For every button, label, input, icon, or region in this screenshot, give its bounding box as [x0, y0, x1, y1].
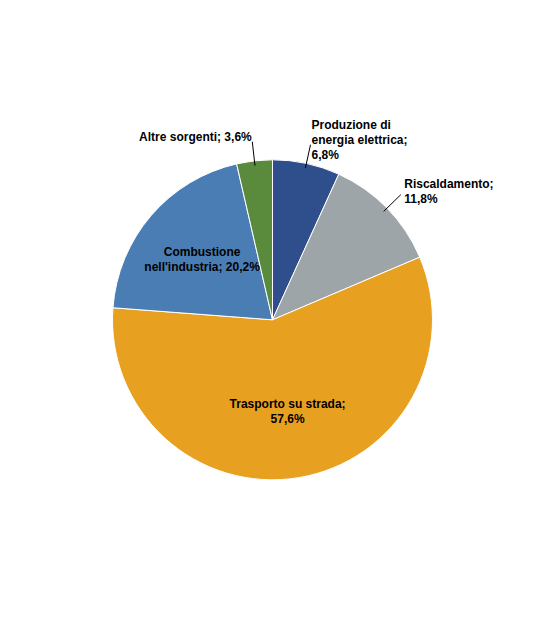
svg-text:Produzione dienergia elettrica: Produzione dienergia elettrica;6,8%: [312, 118, 408, 162]
svg-text:Altre sorgenti; 3,6%: Altre sorgenti; 3,6%: [139, 130, 252, 144]
svg-text:Trasporto su strada;57,6%: Trasporto su strada;57,6%: [230, 397, 346, 426]
svg-text:Combustionenell'industria; 20,: Combustionenell'industria; 20,2%: [144, 245, 260, 274]
svg-text:Riscaldamento;11,8%: Riscaldamento;11,8%: [404, 177, 493, 206]
